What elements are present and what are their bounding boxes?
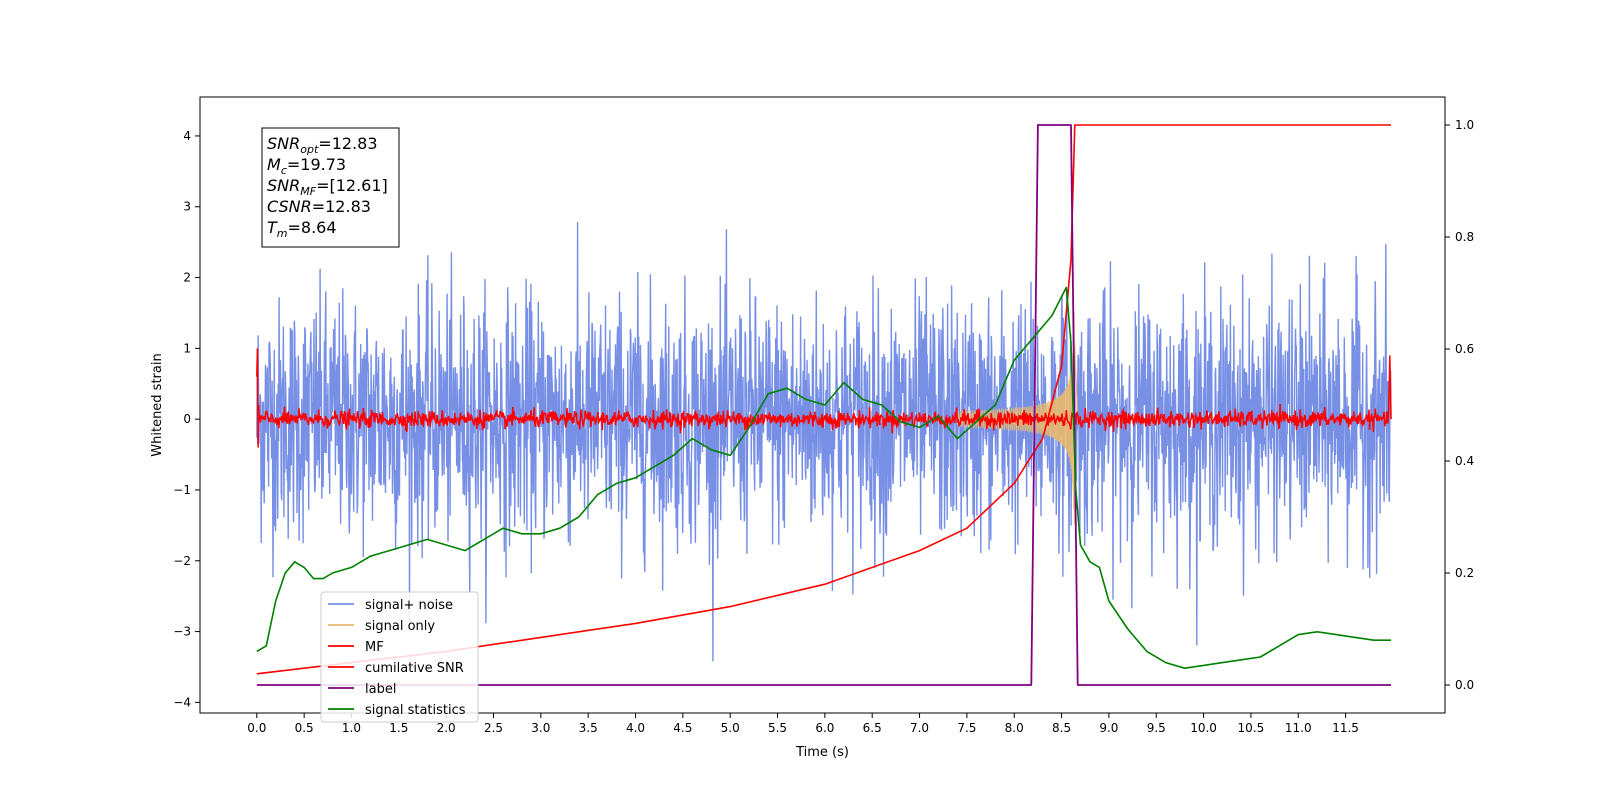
x-tick-label: 2.5 xyxy=(484,721,503,735)
mf-line xyxy=(256,348,1392,448)
x-tick-label: 0.0 xyxy=(247,721,266,735)
y2-tick-label: 0.0 xyxy=(1455,678,1474,692)
y-tick-label: 0 xyxy=(183,412,191,426)
x-axis-label: Time (s) xyxy=(795,745,849,760)
signal-statistics-line xyxy=(256,286,1391,670)
x-tick-label: 9.5 xyxy=(1147,721,1166,735)
annotation-line: SNRopt=12.83 xyxy=(267,134,378,156)
y-tick-label: −2 xyxy=(173,554,191,568)
y2-tick-label: 0.2 xyxy=(1455,566,1474,580)
x-tick-label: 1.5 xyxy=(389,721,408,735)
x-tick-label: 10.5 xyxy=(1238,721,1265,735)
x-tick-label: 5.5 xyxy=(768,721,787,735)
y2-tick-label: 0.4 xyxy=(1455,454,1474,468)
annotation-frame xyxy=(261,127,400,248)
x-tick-label: 7.0 xyxy=(910,721,929,735)
y-tick-label: −3 xyxy=(173,625,191,639)
legend-label: cumilative SNR xyxy=(365,661,464,676)
plot-area xyxy=(256,124,1392,686)
axes: 0.0 0.5 1.0 1.5 2.0 2.5 3.0 3.5 4.0 4.5 5.0 5.5 6.0 6… xyxy=(150,96,1474,760)
y2-tick-label: 0.8 xyxy=(1455,230,1474,244)
x-tick-label: 4.0 xyxy=(626,721,645,735)
x-tick-label: 9.0 xyxy=(1099,721,1118,735)
x-tick-label: 2.0 xyxy=(437,721,456,735)
y-tick-label: 4 xyxy=(183,129,191,143)
x-tick-label: 3.5 xyxy=(579,721,598,735)
legend-label: signal statistics xyxy=(365,703,466,718)
x-tick-label: 6.0 xyxy=(815,721,834,735)
y-tick-label: −1 xyxy=(173,483,191,497)
y2-tick-label: 1.0 xyxy=(1455,118,1474,132)
cumulative-snr-line xyxy=(256,124,1391,675)
legend: signal+ noise signal only MF cumilative SNR… xyxy=(320,591,479,723)
x-tick-label: 3.0 xyxy=(531,721,550,735)
x-tick-label: 11.0 xyxy=(1285,721,1312,735)
y-tick-label: 3 xyxy=(183,200,191,214)
x-tick-label: 4.5 xyxy=(673,721,692,735)
y-axis-label: Whitened strain xyxy=(150,353,165,456)
x-tick-label: 8.5 xyxy=(1052,721,1071,735)
annotation-line: Mc=19.73 xyxy=(267,155,346,177)
x-tick-label: 8.0 xyxy=(1005,721,1024,735)
x-tick-label: 5.0 xyxy=(721,721,740,735)
y-tick-label: 1 xyxy=(183,341,191,355)
legend-label: signal only xyxy=(365,619,435,634)
label-line xyxy=(256,124,1391,686)
y-tick-label: −4 xyxy=(173,695,191,709)
x-tick-label: 7.5 xyxy=(957,721,976,735)
legend-label: signal+ noise xyxy=(365,598,453,613)
x-tick-label: 0.5 xyxy=(295,721,314,735)
x-tick-label: 11.5 xyxy=(1332,721,1359,735)
x-tick-label: 1.0 xyxy=(342,721,361,735)
signal-noise-line xyxy=(256,222,1392,662)
annotation-box: SNRopt=12.83Mc=19.73SNRMF=[12.61]CSNR=12… xyxy=(261,127,400,248)
legend-label: label xyxy=(365,682,396,697)
annotation-line: SNRMF=[12.61] xyxy=(267,176,388,198)
y2-tick-label: 0.6 xyxy=(1455,342,1474,356)
axes-frame xyxy=(199,96,1446,714)
y-tick-label: 2 xyxy=(183,271,191,285)
x-tick-label: 6.5 xyxy=(863,721,882,735)
annotation-line: Tm=8.64 xyxy=(267,218,337,240)
legend-label: MF xyxy=(365,640,384,655)
x-tick-label: 10.0 xyxy=(1190,721,1217,735)
annotation-line: CSNR=12.83 xyxy=(267,197,371,216)
legend-frame xyxy=(320,591,479,723)
